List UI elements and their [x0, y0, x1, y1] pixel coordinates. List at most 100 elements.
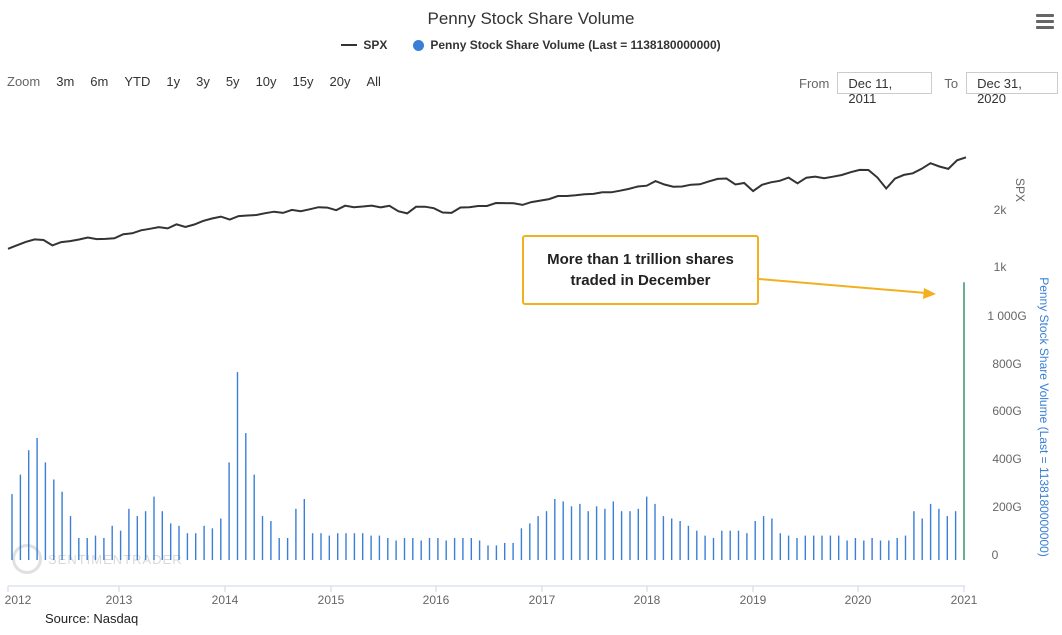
volume-bar[interactable] [186, 533, 189, 560]
volume-bar[interactable] [654, 503, 656, 560]
volume-bar[interactable] [888, 540, 890, 561]
volume-bar[interactable] [804, 535, 806, 560]
volume-bar[interactable] [729, 530, 731, 560]
volume-bar[interactable] [921, 518, 923, 561]
volume-bar[interactable] [579, 503, 581, 560]
volume-bar[interactable] [813, 535, 815, 560]
volume-bar[interactable] [203, 525, 205, 560]
volume-bar[interactable] [595, 506, 598, 560]
volume-bar[interactable] [245, 433, 247, 560]
spx-line[interactable] [7, 156, 967, 250]
volume-bar[interactable] [646, 496, 648, 560]
volume-bar[interactable] [270, 521, 272, 560]
volume-bar[interactable] [562, 501, 564, 560]
volume-bar[interactable] [236, 372, 239, 560]
volume-bar[interactable] [61, 491, 63, 560]
volume-bar[interactable] [478, 540, 481, 561]
legend-item-spx[interactable]: SPX [341, 38, 387, 52]
zoom-button-ytd[interactable]: YTD [124, 74, 151, 89]
volume-bar[interactable] [554, 499, 556, 560]
volume-bar[interactable] [796, 538, 798, 560]
zoom-button-1y[interactable]: 1y [166, 74, 181, 89]
volume-bar[interactable] [838, 535, 840, 560]
volume-bar[interactable] [295, 508, 297, 560]
volume-bar[interactable] [637, 508, 639, 560]
volume-bar[interactable] [395, 540, 397, 561]
volume-bar[interactable] [445, 540, 447, 561]
volume-bar[interactable] [696, 530, 698, 560]
volume-bar[interactable] [119, 530, 122, 560]
volume-bar[interactable] [144, 511, 147, 560]
volume-bar[interactable] [36, 438, 38, 560]
volume-bar[interactable] [387, 538, 389, 560]
volume-bar[interactable] [529, 523, 531, 560]
volume-bar[interactable] [253, 474, 255, 560]
volume-bar[interactable] [779, 533, 781, 560]
volume-bar[interactable] [69, 516, 72, 560]
volume-bar[interactable] [612, 501, 614, 560]
volume-bar[interactable] [879, 540, 882, 561]
volume-bar[interactable] [846, 540, 848, 561]
zoom-button-15y[interactable]: 15y [292, 74, 314, 89]
volume-bar[interactable] [44, 462, 47, 560]
volume-bar[interactable] [904, 535, 907, 560]
from-date-input[interactable]: Dec 11, 2011 [837, 72, 933, 106]
volume-bar[interactable] [195, 533, 197, 560]
legend-item-volume[interactable]: Penny Stock Share Volume (Last = 1138180… [413, 38, 721, 52]
volume-bar[interactable] [220, 518, 222, 561]
volume-bar[interactable] [345, 533, 347, 560]
volume-bar[interactable] [954, 511, 957, 560]
volume-bar[interactable] [863, 540, 865, 561]
volume-bar[interactable] [136, 516, 138, 560]
volume-bar[interactable] [470, 538, 472, 560]
volume-bar[interactable] [28, 450, 30, 560]
volume-bar[interactable] [311, 533, 314, 560]
zoom-button-10y[interactable]: 10y [255, 74, 277, 89]
volume-bar[interactable] [604, 508, 606, 560]
volume-bar[interactable] [787, 535, 790, 560]
volume-bar[interactable] [829, 535, 832, 560]
volume-bar[interactable] [504, 542, 506, 560]
volume-bar[interactable] [328, 535, 330, 560]
volume-bar[interactable] [762, 516, 765, 560]
zoom-button-6m[interactable]: 6m [90, 74, 109, 89]
volume-bar[interactable] [746, 533, 748, 560]
volume-bar[interactable] [286, 538, 289, 560]
volume-bar[interactable] [261, 516, 264, 560]
volume-bar[interactable] [662, 516, 665, 560]
zoom-button-20y[interactable]: 20y [329, 74, 351, 89]
volume-bar[interactable] [178, 525, 180, 560]
volume-bar[interactable] [896, 538, 898, 560]
volume-bar[interactable] [821, 535, 823, 560]
volume-bar[interactable] [362, 533, 364, 560]
volume-bar[interactable] [537, 516, 539, 560]
volume-bar[interactable] [420, 540, 422, 561]
volume-bar[interactable] [545, 511, 548, 560]
volume-bar[interactable] [929, 503, 932, 560]
volume-bar[interactable] [721, 530, 723, 560]
volume-bar[interactable] [871, 538, 873, 560]
volume-bar[interactable] [337, 533, 339, 560]
volume-bar[interactable] [53, 479, 55, 561]
volume-bar[interactable] [620, 511, 623, 560]
volume-bar[interactable] [587, 511, 589, 560]
volume-bar[interactable] [913, 511, 915, 560]
volume-bar[interactable] [520, 528, 523, 560]
volume-bar[interactable] [86, 538, 88, 560]
volume-bar[interactable] [704, 535, 706, 560]
volume-bar[interactable] [153, 496, 155, 560]
volume-bar[interactable] [570, 506, 573, 560]
volume-bar[interactable] [687, 525, 690, 560]
volume-bar[interactable] [11, 494, 13, 560]
volume-bar[interactable] [403, 538, 406, 560]
volume-bar[interactable] [712, 538, 715, 560]
hamburger-menu-icon[interactable] [1036, 14, 1054, 30]
volume-bar[interactable] [671, 518, 673, 561]
volume-bar[interactable] [412, 538, 414, 560]
volume-bar[interactable] [963, 282, 965, 560]
volume-bar[interactable] [370, 535, 372, 560]
volume-bar[interactable] [128, 508, 130, 560]
volume-bar[interactable] [161, 511, 163, 560]
zoom-button-3y[interactable]: 3y [196, 74, 210, 89]
volume-bar[interactable] [378, 535, 381, 560]
